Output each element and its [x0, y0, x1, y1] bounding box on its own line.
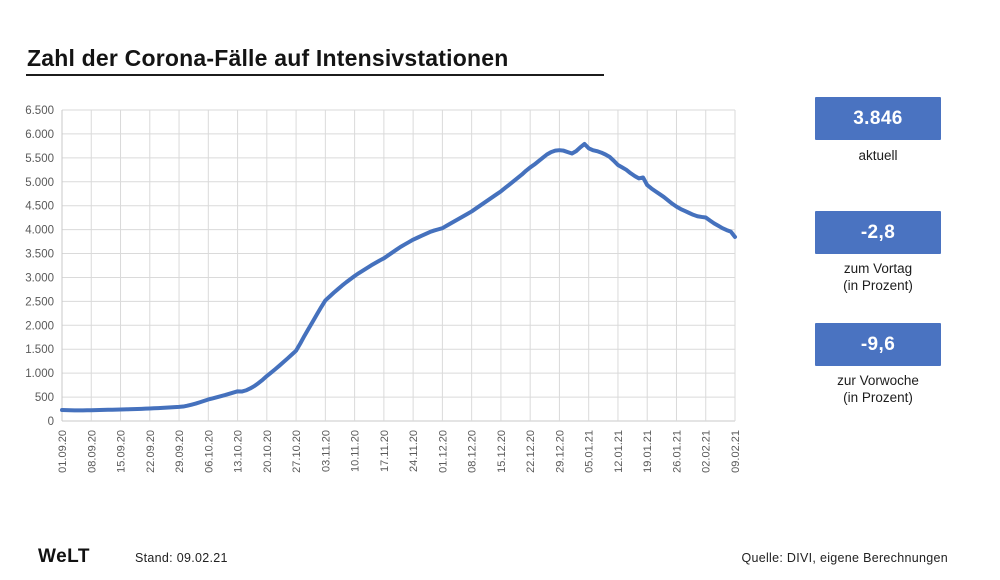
- stat-badge-current: 3.846: [815, 97, 941, 140]
- x-axis-label: 17.11.20: [379, 430, 391, 472]
- stat-label-vs-previous-week: zur Vorwoche (in Prozent): [837, 373, 919, 405]
- y-axis-label: 3.500: [25, 249, 54, 261]
- page-title: Zahl der Corona-Fälle auf Intensivstatio…: [27, 45, 509, 72]
- y-axis-label: 1.000: [25, 368, 54, 380]
- x-axis-label: 02.02.21: [701, 430, 713, 473]
- source-text: Quelle: DIVI, eigene Berechnungen: [741, 551, 948, 565]
- x-axis-label: 29.09.20: [174, 430, 186, 473]
- x-axis-label: 27.10.20: [291, 430, 303, 473]
- x-axis-label: 06.10.20: [203, 430, 215, 473]
- y-axis-label: 500: [35, 392, 54, 404]
- stat-label-current: aktuell: [858, 148, 898, 163]
- x-axis-label: 22.09.20: [145, 430, 157, 473]
- y-axis-label: 3.000: [25, 272, 54, 284]
- y-axis-label: 5.500: [25, 153, 54, 165]
- x-axis-label: 01.09.20: [57, 430, 69, 473]
- y-axis-label: 2.000: [25, 320, 54, 332]
- stat-label-vs-previous-day: zum Vortag (in Prozent): [843, 261, 913, 293]
- x-axis-label: 03.11.20: [320, 430, 332, 472]
- x-axis-label: 15.12.20: [496, 430, 508, 473]
- icu-line-chart: 0 500 1.000 1.500 2.000 2.500 3.000 3.500 4.000 4…: [25, 105, 742, 473]
- y-axis-label: 4.500: [25, 201, 54, 213]
- x-axis-label: 29.12.20: [554, 430, 566, 473]
- stat-value-vs-previous-day: -2,8: [860, 221, 896, 243]
- x-axis-label: 15.09.20: [116, 430, 128, 473]
- x-axis-label: 08.12.20: [467, 430, 479, 473]
- y-axis-label: 2.500: [25, 296, 54, 308]
- x-axis-label: 12.01.21: [613, 430, 625, 473]
- welt-logo: WeLT: [38, 546, 90, 567]
- stat-value-current: 3.846: [853, 107, 903, 129]
- x-axis-label: 05.01.21: [584, 430, 596, 473]
- x-axis-label: 26.01.21: [671, 430, 683, 473]
- x-axis-label: 20.10.20: [262, 430, 274, 473]
- y-axis-label: 6.500: [25, 105, 54, 117]
- y-axis-label: 4.000: [25, 225, 54, 237]
- stand-text: Stand: 09.02.21: [135, 551, 228, 565]
- stat-value-vs-previous-week: -9,6: [860, 333, 896, 355]
- x-axis-label: 09.02.21: [730, 430, 742, 473]
- x-axis-label: 24.11.20: [408, 430, 420, 472]
- x-axis-label: 13.10.20: [233, 430, 245, 473]
- x-axis-label: 01.12.20: [437, 430, 449, 473]
- x-axis-label: 22.12.20: [525, 430, 537, 473]
- x-axis-label: 19.01.21: [642, 430, 654, 473]
- stat-badge-vs-previous-day: -2,8: [815, 211, 941, 254]
- series-line: [60, 141, 737, 413]
- title-underline: [26, 74, 604, 76]
- chart-area: 0 500 1.000 1.500 2.000 2.500 3.000 3.500 4.000 4…: [0, 85, 760, 505]
- y-axis-label: 5.000: [25, 177, 54, 189]
- y-axis-label: 0: [48, 416, 54, 428]
- x-axis-label: 10.11.20: [350, 430, 362, 472]
- stat-badge-vs-previous-week: -9,6: [815, 323, 941, 366]
- y-axis-label: 6.000: [25, 129, 54, 141]
- x-axis-label: 08.09.20: [86, 430, 98, 473]
- y-axis-label: 1.500: [25, 344, 54, 356]
